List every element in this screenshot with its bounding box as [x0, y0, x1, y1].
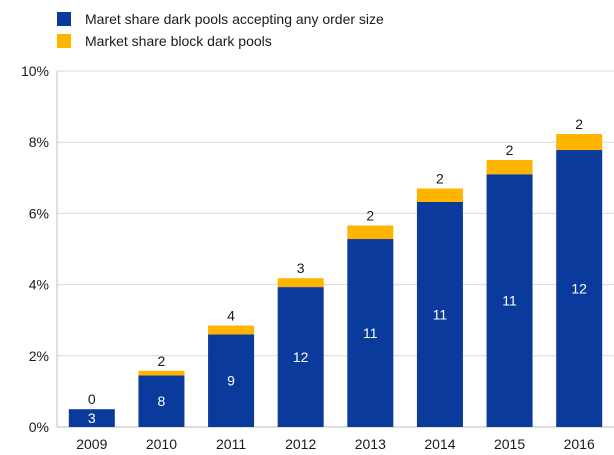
- bar-block: [138, 370, 185, 376]
- bar-block: [556, 134, 603, 151]
- bar-any-order-size: [68, 409, 115, 427]
- data-label-any-order-size: 9: [227, 373, 235, 389]
- data-label-block: 2: [158, 353, 166, 369]
- data-label-block: 2: [575, 116, 583, 132]
- x-tick-label: 2016: [564, 436, 595, 452]
- y-tick-label: 8%: [29, 134, 49, 150]
- legend-item-any-order-size: Maret share dark pools accepting any ord…: [57, 8, 384, 30]
- x-tick-label: 2010: [146, 436, 177, 452]
- bar-block: [347, 225, 394, 240]
- bar-any-order-size: [208, 334, 255, 427]
- data-label-any-order-size: 12: [571, 281, 587, 297]
- data-label-block: 2: [366, 208, 374, 224]
- x-tick-label: 2015: [494, 436, 525, 452]
- data-label-block: 3: [297, 260, 305, 276]
- data-label-block: 4: [227, 308, 235, 324]
- y-tick-label: 6%: [29, 205, 49, 221]
- data-label-any-order-size: 11: [363, 325, 378, 341]
- bar-any-order-size: [277, 287, 324, 427]
- legend-swatch-any-order-size: [57, 12, 71, 26]
- x-tick-label: 2012: [285, 436, 316, 452]
- data-label-block: 2: [436, 170, 444, 186]
- legend-label-any-order-size: Maret share dark pools accepting any ord…: [85, 11, 384, 27]
- chart-legend: Maret share dark pools accepting any ord…: [57, 8, 384, 52]
- legend-label-block: Market share block dark pools: [85, 33, 272, 49]
- x-tick-label: 2014: [424, 436, 455, 452]
- bar-any-order-size: [486, 174, 533, 427]
- legend-item-block: Market share block dark pools: [57, 30, 384, 52]
- y-tick-label: 10%: [21, 63, 49, 79]
- bar-block: [208, 325, 255, 335]
- x-tick-label: 2009: [76, 436, 107, 452]
- y-tick-label: 4%: [29, 277, 49, 293]
- y-tick-label: 0%: [29, 419, 49, 435]
- data-label-any-order-size: 12: [293, 349, 309, 365]
- bar-block: [416, 188, 463, 203]
- bar-any-order-size: [347, 239, 394, 427]
- data-label-any-order-size: 11: [433, 307, 448, 323]
- data-label-any-order-size: 3: [88, 410, 96, 426]
- bar-block: [486, 160, 533, 175]
- data-label-any-order-size: 8: [158, 393, 166, 409]
- bar-any-order-size: [138, 375, 185, 427]
- y-tick-label: 2%: [29, 348, 49, 364]
- x-tick-label: 2013: [355, 436, 386, 452]
- x-tick-label: 2011: [216, 436, 246, 452]
- data-label-block: 2: [506, 142, 514, 158]
- bar-any-order-size: [556, 150, 603, 428]
- legend-swatch-block: [57, 34, 71, 48]
- bar-any-order-size: [416, 202, 463, 427]
- data-label-any-order-size: 11: [502, 293, 517, 309]
- data-label-block: 0: [88, 391, 96, 407]
- bar-block: [277, 278, 324, 288]
